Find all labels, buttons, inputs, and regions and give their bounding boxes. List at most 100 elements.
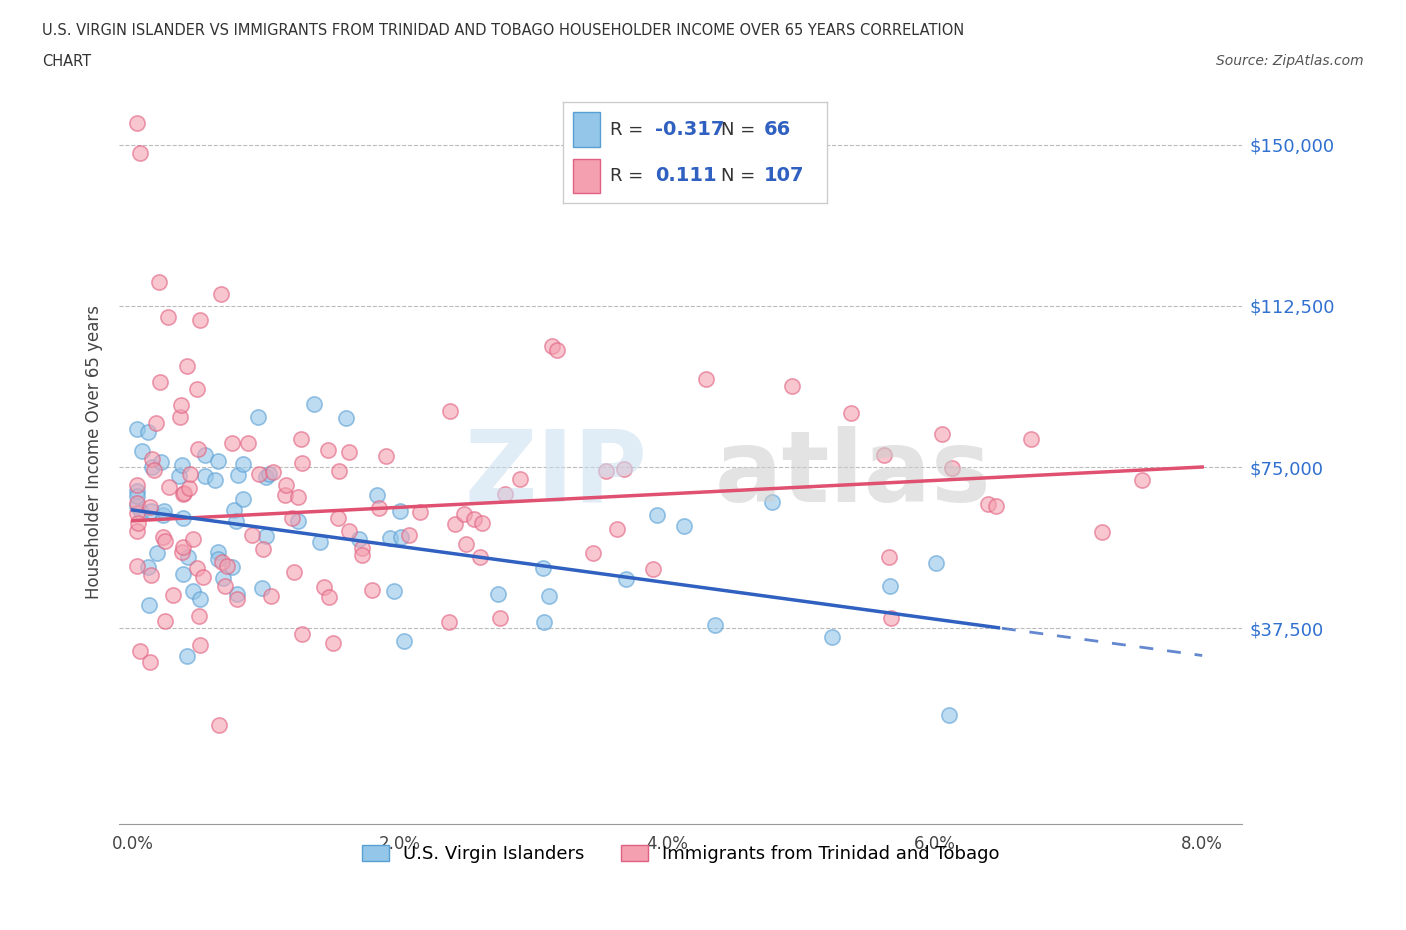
Point: [312, 580, 335, 595]
Point: [138, 598, 160, 613]
Point: [439, 404, 461, 418]
Point: [208, 718, 231, 733]
Point: [125, 559, 148, 574]
Text: Source: ZipAtlas.com: Source: ZipAtlas.com: [1216, 54, 1364, 68]
Point: [125, 524, 148, 538]
Point: [181, 531, 204, 546]
Point: [153, 504, 176, 519]
Point: [437, 615, 460, 630]
Point: [212, 570, 235, 585]
Point: [398, 528, 420, 543]
Point: [374, 448, 396, 463]
Point: [780, 379, 803, 393]
Point: [172, 545, 194, 560]
Point: [360, 583, 382, 598]
Point: [125, 422, 148, 437]
Point: [172, 487, 194, 502]
Point: [207, 551, 229, 566]
Point: [443, 517, 465, 532]
Point: [145, 416, 167, 431]
Point: [463, 512, 485, 526]
Point: [247, 466, 270, 481]
Point: [190, 312, 212, 327]
Point: [366, 488, 388, 503]
Point: [471, 516, 494, 531]
Point: [176, 358, 198, 373]
Legend: U.S. Virgin Islanders, Immigrants from Trinidad and Tobago: U.S. Virgin Islanders, Immigrants from T…: [354, 838, 1007, 870]
Point: [125, 478, 148, 493]
Point: [145, 546, 167, 561]
Point: [761, 495, 783, 510]
Point: [173, 485, 195, 500]
Point: [533, 615, 555, 630]
Point: [673, 519, 696, 534]
Point: [172, 540, 194, 555]
Point: [281, 511, 304, 525]
Point: [254, 470, 277, 485]
Point: [191, 570, 214, 585]
Point: [880, 610, 903, 625]
Point: [226, 591, 249, 606]
Point: [326, 511, 349, 525]
Point: [157, 480, 180, 495]
Point: [290, 432, 312, 446]
Point: [125, 115, 148, 130]
Text: CHART: CHART: [42, 54, 91, 69]
Point: [287, 489, 309, 504]
Point: [695, 371, 717, 386]
Text: atlas: atlas: [714, 426, 991, 523]
Point: [129, 504, 152, 519]
Point: [541, 339, 564, 353]
Point: [252, 541, 274, 556]
Point: [156, 309, 179, 324]
Point: [215, 558, 238, 573]
Point: [703, 618, 725, 632]
Point: [172, 567, 194, 582]
Point: [188, 608, 211, 623]
Point: [142, 462, 165, 477]
Point: [240, 527, 263, 542]
Point: [194, 469, 217, 484]
Point: [179, 467, 201, 482]
Point: [194, 447, 217, 462]
Point: [537, 588, 560, 603]
Point: [226, 587, 249, 602]
Point: [350, 540, 373, 555]
Point: [453, 507, 475, 522]
Point: [186, 561, 208, 576]
Point: [382, 583, 405, 598]
Point: [595, 464, 617, 479]
Point: [984, 498, 1007, 513]
Point: [977, 497, 1000, 512]
Point: [276, 477, 298, 492]
Text: ZIP: ZIP: [464, 426, 647, 523]
Point: [141, 452, 163, 467]
Point: [139, 499, 162, 514]
Point: [614, 572, 637, 587]
Point: [938, 708, 960, 723]
Point: [139, 567, 162, 582]
Point: [181, 584, 204, 599]
Point: [207, 454, 229, 469]
Point: [877, 550, 900, 565]
Point: [214, 578, 236, 593]
Point: [232, 457, 254, 472]
Point: [291, 456, 314, 471]
Point: [125, 498, 148, 513]
Point: [177, 550, 200, 565]
Point: [186, 382, 208, 397]
Point: [125, 505, 148, 520]
Point: [260, 588, 283, 603]
Point: [546, 342, 568, 357]
Point: [378, 530, 401, 545]
Point: [148, 274, 170, 289]
Point: [187, 442, 209, 457]
Point: [582, 546, 605, 561]
Point: [352, 547, 374, 562]
Point: [347, 532, 370, 547]
Point: [612, 461, 634, 476]
Point: [139, 655, 162, 670]
Point: [606, 522, 628, 537]
Point: [125, 495, 148, 510]
Point: [179, 481, 201, 496]
